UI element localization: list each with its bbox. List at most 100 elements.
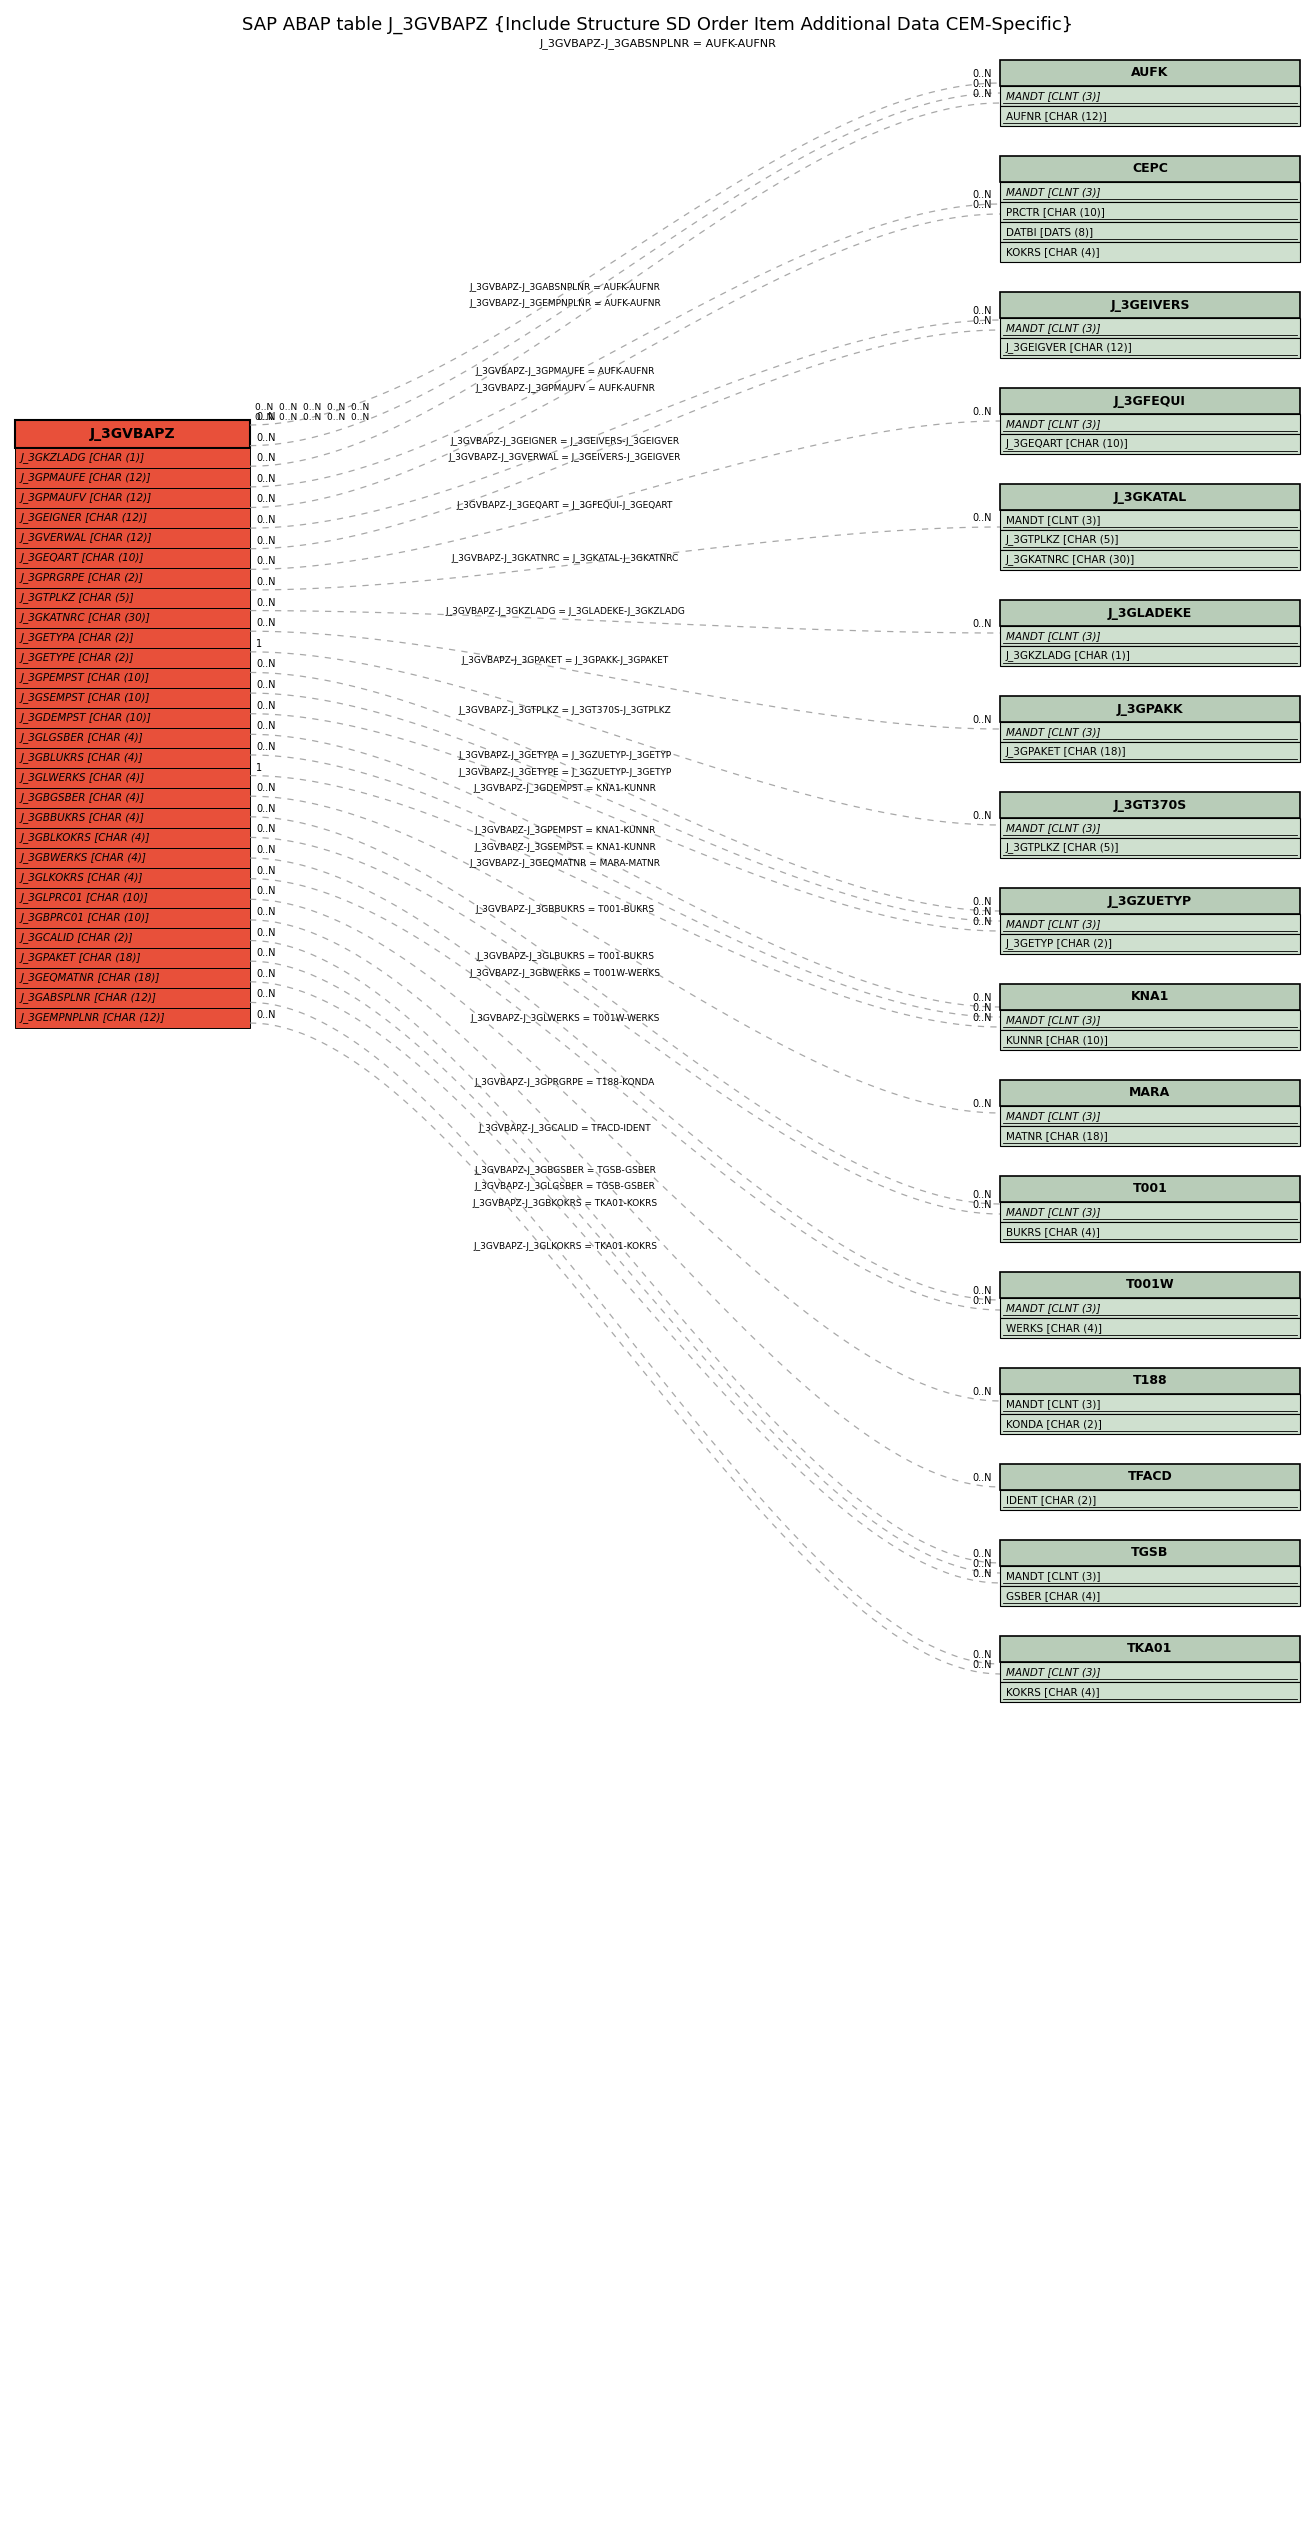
- Text: J_3GVBAPZ-J_3GABSNPLNR = AUFK-AUFNR: J_3GVBAPZ-J_3GABSNPLNR = AUFK-AUFNR: [539, 38, 776, 48]
- Bar: [14, 867, 250, 887]
- Bar: [999, 625, 1301, 645]
- Text: J_3GPEMPST [CHAR (10)]: J_3GPEMPST [CHAR (10)]: [21, 673, 150, 683]
- Bar: [999, 1127, 1301, 1147]
- Bar: [999, 792, 1301, 817]
- Text: J_3GETYP [CHAR (2)]: J_3GETYP [CHAR (2)]: [1006, 938, 1112, 950]
- Bar: [14, 1008, 250, 1029]
- Text: J_3GEQART [CHAR (10)]: J_3GEQART [CHAR (10)]: [1006, 439, 1128, 449]
- Bar: [999, 933, 1301, 953]
- Text: 0..N: 0..N: [973, 1190, 992, 1200]
- Text: 0..N: 0..N: [973, 315, 992, 325]
- Text: J_3GVBAPZ-J_3GBBUKRS = T001-BUKRS: J_3GVBAPZ-J_3GBBUKRS = T001-BUKRS: [476, 905, 655, 915]
- Text: J_3GLKOKRS [CHAR (4)]: J_3GLKOKRS [CHAR (4)]: [21, 872, 143, 882]
- Text: J_3GT370S: J_3GT370S: [1114, 799, 1186, 812]
- Bar: [999, 1661, 1301, 1682]
- Text: J_3GKZLADG [CHAR (1)]: J_3GKZLADG [CHAR (1)]: [21, 454, 145, 464]
- Text: J_3GPAKET [CHAR (18)]: J_3GPAKET [CHAR (18)]: [1006, 746, 1127, 756]
- Text: 0..N: 0..N: [256, 681, 276, 691]
- Text: J_3GKATAL: J_3GKATAL: [1114, 492, 1186, 504]
- Bar: [14, 648, 250, 668]
- Text: 0..N: 0..N: [973, 1659, 992, 1669]
- Text: CEPC: CEPC: [1132, 161, 1168, 176]
- Text: MANDT [CLNT (3)]: MANDT [CLNT (3)]: [1006, 920, 1101, 930]
- Bar: [14, 708, 250, 729]
- Text: 0..N: 0..N: [256, 741, 276, 751]
- Text: 0..N: 0..N: [256, 557, 276, 567]
- Text: MATNR [CHAR (18)]: MATNR [CHAR (18)]: [1006, 1132, 1107, 1142]
- Text: J_3GVBAPZ-J_3GEQART = J_3GFEQUI-J_3GEQART: J_3GVBAPZ-J_3GEQART = J_3GFEQUI-J_3GEQAR…: [456, 502, 673, 509]
- Text: J_3GVBAPZ-J_3GTPLKZ = J_3GT370S-J_3GTPLKZ: J_3GVBAPZ-J_3GTPLKZ = J_3GT370S-J_3GTPLK…: [459, 706, 672, 716]
- Text: J_3GZUETYP: J_3GZUETYP: [1109, 895, 1193, 908]
- Bar: [999, 1318, 1301, 1339]
- Bar: [999, 721, 1301, 741]
- Text: 0..N: 0..N: [973, 406, 992, 416]
- Text: J_3GBPRC01 [CHAR (10)]: J_3GBPRC01 [CHAR (10)]: [21, 913, 150, 923]
- Text: J_3GBLUKRS [CHAR (4)]: J_3GBLUKRS [CHAR (4)]: [21, 754, 143, 764]
- Text: 0..N: 0..N: [973, 512, 992, 522]
- Text: 0..N: 0..N: [256, 597, 276, 608]
- Text: MANDT [CLNT (3)]: MANDT [CLNT (3)]: [1006, 1016, 1101, 1026]
- Text: J_3GVBAPZ-J_3GLBUKRS = T001-BUKRS: J_3GVBAPZ-J_3GLBUKRS = T001-BUKRS: [476, 953, 654, 961]
- Text: J_3GVBAPZ-J_3GLKOKRS = TKA01-KOKRS: J_3GVBAPZ-J_3GLKOKRS = TKA01-KOKRS: [473, 1243, 658, 1250]
- Bar: [14, 769, 250, 789]
- Text: MANDT [CLNT (3)]: MANDT [CLNT (3)]: [1006, 1571, 1101, 1581]
- Text: 0..N: 0..N: [256, 454, 276, 464]
- Text: 0..N: 0..N: [973, 1099, 992, 1109]
- Text: J_3GKATNRC [CHAR (30)]: J_3GKATNRC [CHAR (30)]: [1006, 555, 1135, 565]
- Text: 0..N: 0..N: [256, 721, 276, 731]
- Bar: [999, 837, 1301, 857]
- Text: 0..N: 0..N: [973, 1568, 992, 1578]
- Text: 0..N: 0..N: [973, 1013, 992, 1024]
- Text: MANDT [CLNT (3)]: MANDT [CLNT (3)]: [1006, 1303, 1101, 1313]
- Bar: [14, 827, 250, 847]
- Bar: [14, 809, 250, 827]
- Bar: [999, 1682, 1301, 1702]
- Text: MANDT [CLNT (3)]: MANDT [CLNT (3)]: [1006, 726, 1101, 736]
- Bar: [999, 484, 1301, 509]
- Bar: [999, 1298, 1301, 1318]
- Bar: [14, 908, 250, 928]
- Text: MANDT [CLNT (3)]: MANDT [CLNT (3)]: [1006, 822, 1101, 832]
- Text: 0..N: 0..N: [973, 716, 992, 726]
- Text: J_3GVBAPZ-J_3GBKOKRS = TKA01-KOKRS: J_3GVBAPZ-J_3GBKOKRS = TKA01-KOKRS: [472, 1200, 658, 1208]
- Text: 0..N: 0..N: [973, 1387, 992, 1397]
- Text: 0..N: 0..N: [256, 948, 276, 958]
- Bar: [14, 628, 250, 648]
- Bar: [999, 202, 1301, 222]
- Text: 0..N: 0..N: [256, 514, 276, 524]
- Text: MANDT [CLNT (3)]: MANDT [CLNT (3)]: [1006, 1208, 1101, 1218]
- Bar: [999, 434, 1301, 454]
- Bar: [14, 527, 250, 547]
- Text: J_3GVBAPZ-J_3GLWERKS = T001W-WERKS: J_3GVBAPZ-J_3GLWERKS = T001W-WERKS: [471, 1013, 660, 1024]
- Bar: [999, 1636, 1301, 1661]
- Text: J_3GVBAPZ-J_3GDEMPST = KNA1-KUNNR: J_3GVBAPZ-J_3GDEMPST = KNA1-KUNNR: [473, 784, 656, 794]
- Text: J_3GFEQUI: J_3GFEQUI: [1114, 393, 1186, 408]
- Bar: [999, 1107, 1301, 1127]
- Text: J_3GVBAPZ-J_3GCALID = TFACD-IDENT: J_3GVBAPZ-J_3GCALID = TFACD-IDENT: [479, 1124, 651, 1132]
- Text: MANDT [CLNT (3)]: MANDT [CLNT (3)]: [1006, 630, 1101, 640]
- Bar: [14, 729, 250, 749]
- Bar: [999, 983, 1301, 1011]
- Text: J_3GVBAPZ-J_3GBWERKS = T001W-WERKS: J_3GVBAPZ-J_3GBWERKS = T001W-WERKS: [469, 968, 660, 978]
- Text: 0..N: 0..N: [973, 1558, 992, 1568]
- Text: 0..N: 0..N: [973, 305, 992, 315]
- Bar: [999, 817, 1301, 837]
- Bar: [999, 182, 1301, 202]
- Text: 0..N: 0..N: [973, 908, 992, 918]
- Bar: [999, 1540, 1301, 1566]
- Text: 0..N: 0..N: [973, 1472, 992, 1482]
- Text: J_3GEIGVER [CHAR (12)]: J_3GEIGVER [CHAR (12)]: [1006, 343, 1132, 353]
- Text: 0..N: 0..N: [256, 968, 276, 978]
- Bar: [14, 587, 250, 608]
- Text: 0..N: 0..N: [256, 661, 276, 671]
- Text: J_3GABSPLNR [CHAR (12)]: J_3GABSPLNR [CHAR (12)]: [21, 993, 156, 1003]
- Text: 0..N: 0..N: [973, 68, 992, 78]
- Text: J_3GSEMPST [CHAR (10)]: J_3GSEMPST [CHAR (10)]: [21, 693, 150, 703]
- Text: J_3GVERWAL [CHAR (12)]: J_3GVERWAL [CHAR (12)]: [21, 532, 153, 545]
- Text: J_3GVBAPZ-J_3GPMAUFV = AUFK-AUFNR: J_3GVBAPZ-J_3GPMAUFV = AUFK-AUFNR: [475, 383, 655, 393]
- Text: J_3GKZLADG [CHAR (1)]: J_3GKZLADG [CHAR (1)]: [1006, 650, 1131, 661]
- Text: J_3GBLKOKRS [CHAR (4)]: J_3GBLKOKRS [CHAR (4)]: [21, 832, 150, 845]
- Text: TKA01: TKA01: [1127, 1644, 1173, 1656]
- Text: J_3GPRGRPE [CHAR (2)]: J_3GPRGRPE [CHAR (2)]: [21, 572, 143, 582]
- Text: J_3GEMPNPLNR [CHAR (12)]: J_3GEMPNPLNR [CHAR (12)]: [21, 1013, 166, 1024]
